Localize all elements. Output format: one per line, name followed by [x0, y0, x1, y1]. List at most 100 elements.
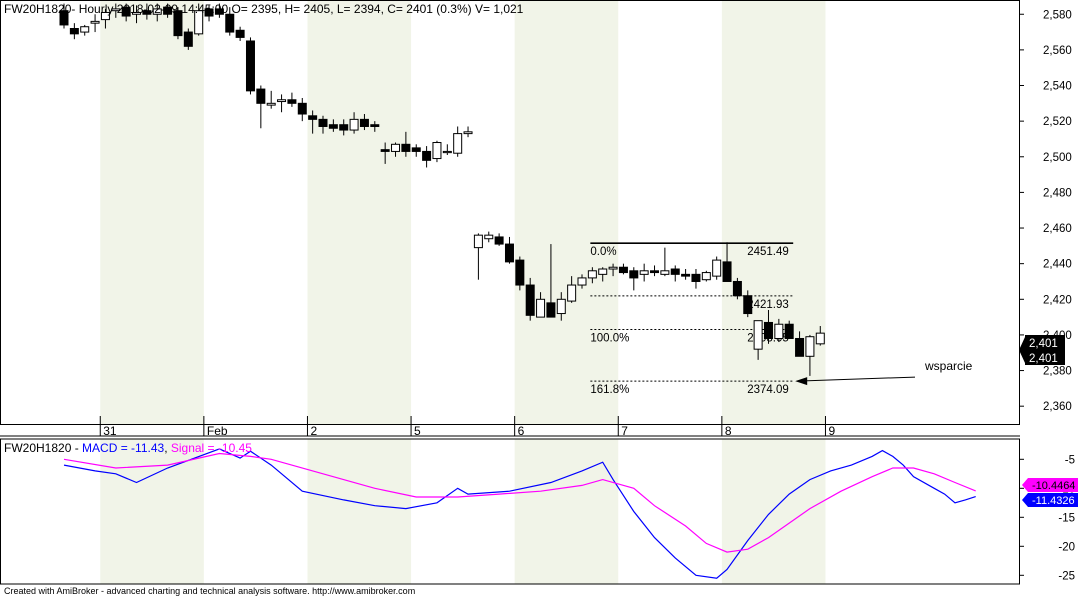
macd-session-shading: [100, 439, 826, 584]
candle: [504, 236, 514, 264]
candle-body-up: [587, 270, 597, 279]
price-tick-label: 2,520: [1043, 116, 1072, 128]
candle: [266, 90, 276, 109]
candle: [712, 256, 722, 280]
candle-body-up: [90, 20, 100, 24]
candle-body-down: [525, 284, 535, 316]
candle: [577, 274, 587, 289]
macd-panel-frame: [0, 438, 1020, 585]
candle: [173, 7, 183, 40]
price-tick-label: 2,500: [1043, 152, 1072, 164]
date-tick-label: 8: [725, 424, 732, 438]
candle-body-down: [670, 268, 680, 275]
candle: [660, 247, 670, 277]
candle-body-down: [743, 295, 753, 315]
price-tick-label: 2,420: [1043, 294, 1072, 306]
candle-body-down: [722, 261, 732, 282]
candle-body-down: [732, 280, 742, 297]
candle: [90, 14, 100, 33]
candle: [691, 269, 701, 289]
candle: [618, 263, 628, 275]
price-tick-label: 2,440: [1043, 259, 1072, 271]
candle: [100, 8, 110, 29]
candle: [370, 121, 380, 132]
candle-body-up: [80, 26, 90, 33]
candle: [473, 233, 483, 280]
candle-body-up: [598, 268, 608, 275]
candle-body-up: [391, 143, 401, 152]
panel-frames: [0, 0, 1020, 585]
candle: [567, 276, 577, 303]
price-tick-label: 2,560: [1043, 45, 1072, 57]
candle: [494, 233, 504, 246]
signal-line: [63, 452, 976, 553]
candle-body-down: [256, 88, 266, 104]
candle: [442, 144, 452, 155]
macd-title-prefix: FW20H1820 -: [4, 441, 82, 455]
candle: [463, 126, 473, 138]
macd-value-badge: -11.4326: [1022, 493, 1078, 507]
candle-body-down: [318, 118, 328, 127]
candle: [743, 290, 753, 318]
session-shade: [514, 0, 619, 424]
candle: [194, 3, 204, 36]
candle-body-down: [214, 8, 224, 15]
candle-body-down: [618, 266, 628, 274]
candle-body-up: [639, 270, 649, 275]
candle: [308, 110, 318, 134]
candle-body-down: [422, 150, 432, 161]
footer-credit: Created with AmiBroker - advanced charti…: [4, 586, 416, 596]
macd-tick-label: -25: [1058, 570, 1075, 582]
candle: [784, 320, 794, 339]
candle-body-down: [784, 323, 794, 339]
candle: [349, 112, 359, 134]
candle-body-down: [546, 302, 556, 318]
candle-body-up: [277, 99, 287, 103]
candle-body-down: [173, 10, 183, 37]
candle: [805, 334, 815, 376]
candle-body-up: [712, 259, 722, 277]
date-tick-label: Feb: [207, 424, 228, 438]
macd-tick-label: -15: [1058, 512, 1075, 524]
candle-body-up: [432, 142, 442, 160]
candle-body-down: [297, 102, 307, 115]
last-price-badge: 2,401 2,401: [1019, 335, 1065, 365]
price-panel-title: FW20H1820- Hourly 2018-02-09 14:45:00 O=…: [4, 2, 524, 16]
candle: [639, 263, 649, 282]
candle: [536, 292, 546, 318]
candle-body-down: [287, 99, 297, 104]
candle: [59, 3, 69, 29]
candle: [401, 131, 411, 157]
candle: [297, 97, 307, 122]
session-shade: [307, 439, 412, 584]
price-session-shading: [100, 0, 826, 424]
candle: [287, 92, 297, 107]
annotation-arrow-head: [795, 377, 808, 386]
candle-body-up: [442, 150, 452, 154]
price-tick-label: 2,460: [1043, 223, 1072, 235]
candle: [256, 85, 266, 129]
fib-level-value: 2451.49: [747, 246, 789, 258]
candle-body-up: [753, 320, 763, 350]
candle-body-up: [453, 133, 463, 154]
candle-body-up: [567, 284, 577, 302]
last-price-label-1: 2,401: [1029, 338, 1058, 350]
signal-value-label: -10.4464: [1032, 480, 1075, 492]
candle-body-down: [681, 273, 691, 277]
price-tick-label: 2,380: [1043, 366, 1072, 378]
date-tick-label: 7: [621, 424, 628, 438]
candle-body-down: [339, 124, 349, 131]
candle: [152, 3, 162, 22]
candle-body-down: [515, 259, 525, 286]
annotation-label: wsparcie: [924, 359, 973, 373]
candle-body-up: [473, 234, 483, 249]
candle: [556, 292, 566, 321]
macd-value-label: -11.4326: [1032, 495, 1075, 507]
candle: [235, 26, 245, 41]
session-shade: [514, 439, 619, 584]
candle: [763, 309, 773, 344]
candle: [359, 114, 369, 131]
candle: [670, 265, 680, 282]
candle: [69, 23, 79, 40]
candle-body-up: [463, 131, 473, 135]
